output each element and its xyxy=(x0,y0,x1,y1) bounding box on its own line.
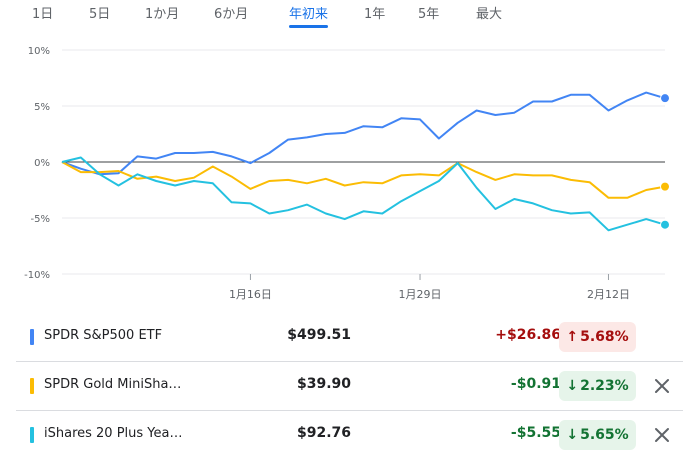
series-end-point xyxy=(660,181,670,192)
security-name: SPDR Gold MiniSha… xyxy=(44,377,182,392)
tab-ytd-label: 年初来 xyxy=(289,7,329,22)
series-color-swatch xyxy=(30,329,34,345)
y-tick-label: 0% xyxy=(34,158,50,169)
series-color-swatch xyxy=(30,378,34,394)
security-price: $499.51 xyxy=(287,327,351,343)
arrow-up-icon: ↑ xyxy=(566,329,579,345)
price-change: -$0.91 xyxy=(510,376,561,392)
active-tab-indicator xyxy=(289,25,329,28)
tab-5-years[interactable]: 5年 xyxy=(418,7,440,22)
list-item[interactable]: iShares 20 Plus Yea… $92.76 -$5.55 ↓ 5.65… xyxy=(16,411,683,459)
tab-max[interactable]: 最大 xyxy=(476,7,503,22)
percent-change-value: 5.65% xyxy=(580,427,629,443)
comparison-line-chart[interactable]: 10% 5% 0% -5% -10% 1月16日 1月29日 2月12日 xyxy=(0,30,699,305)
close-icon[interactable] xyxy=(650,423,674,447)
x-tick-label: 1月16日 xyxy=(229,288,272,301)
y-tick-label: -10% xyxy=(24,270,50,281)
list-item[interactable]: SPDR S&P500 ETF $499.51 +$26.86 ↑ 5.68% xyxy=(16,313,683,362)
series-end-point xyxy=(660,219,670,230)
comparison-list: SPDR S&P500 ETF $499.51 +$26.86 ↑ 5.68% S… xyxy=(16,313,683,459)
percent-change-badge: ↑ 5.68% xyxy=(559,322,636,352)
arrow-down-icon: ↓ xyxy=(566,427,579,443)
security-price: $39.90 xyxy=(296,376,351,392)
percent-change-badge: ↓ 5.65% xyxy=(559,420,636,450)
arrow-down-icon: ↓ xyxy=(566,378,579,394)
percent-change-value: 2.23% xyxy=(580,378,629,394)
tab-5-days[interactable]: 5日 xyxy=(89,7,111,22)
price-change: -$5.55 xyxy=(510,425,561,441)
percent-change-badge: ↓ 2.23% xyxy=(559,371,636,401)
series-line xyxy=(61,161,666,199)
time-range-tabs: 1日 5日 1か月 6か月 年初来 1年 5年 最大 xyxy=(0,0,699,30)
security-name: iShares 20 Plus Yea… xyxy=(44,426,183,441)
tab-ytd[interactable]: 年初来 xyxy=(289,3,329,28)
series-line xyxy=(61,91,666,176)
y-tick-label: 5% xyxy=(34,102,50,113)
x-tick-label: 1月29日 xyxy=(399,288,442,301)
percent-change-value: 5.68% xyxy=(580,329,629,345)
series-line xyxy=(61,156,666,232)
tab-6-months[interactable]: 6か月 xyxy=(214,7,249,22)
series-end-point xyxy=(660,93,670,104)
tab-1-day[interactable]: 1日 xyxy=(32,7,54,22)
tab-1-year[interactable]: 1年 xyxy=(364,7,386,22)
security-price: $92.76 xyxy=(296,425,351,441)
y-tick-label: 10% xyxy=(28,46,50,57)
close-icon[interactable] xyxy=(650,374,674,398)
list-item[interactable]: SPDR Gold MiniSha… $39.90 -$0.91 ↓ 2.23% xyxy=(16,362,683,411)
security-name: SPDR S&P500 ETF xyxy=(44,328,163,343)
tab-1-month[interactable]: 1か月 xyxy=(145,7,180,22)
y-tick-label: -5% xyxy=(31,214,50,225)
x-tick-label: 2月12日 xyxy=(587,288,630,301)
series-color-swatch xyxy=(30,427,34,443)
price-change: +$26.86 xyxy=(495,327,561,343)
